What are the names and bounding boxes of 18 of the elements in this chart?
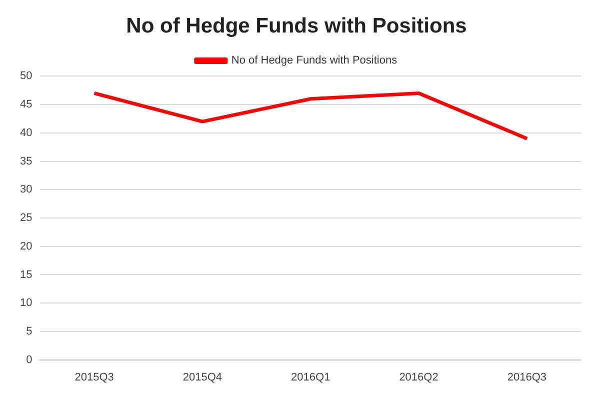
x-tick-label: 2016Q1: [291, 371, 330, 384]
y-tick-label: 5: [26, 325, 32, 338]
x-tick-label: 2015Q3: [74, 371, 114, 384]
y-tick-label: 35: [20, 155, 32, 168]
y-tick-label: 45: [20, 98, 32, 111]
y-tick-label: 25: [20, 212, 32, 224]
y-tick-label: 30: [20, 184, 32, 196]
x-tick-label: 2015Q4: [182, 371, 222, 384]
y-tick-label: 20: [20, 240, 32, 252]
x-tick-label: 2016Q3: [507, 371, 546, 384]
y-tick-label: 10: [20, 297, 32, 310]
y-tick-label: 40: [20, 126, 32, 139]
x-tick-label: 2016Q2: [399, 371, 438, 384]
y-tick-label: 50: [20, 70, 32, 82]
y-tick-label: 0: [26, 354, 32, 366]
chart-title: No of Hedge Funds with Positions: [126, 14, 467, 38]
y-tick-label: 15: [20, 268, 32, 281]
legend-label: No of Hedge Funds with Positions: [231, 54, 398, 67]
